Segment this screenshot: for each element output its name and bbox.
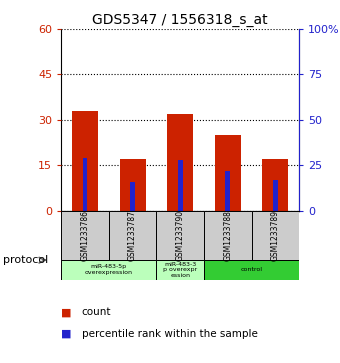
Bar: [156, 211, 204, 260]
Bar: [83, 158, 87, 211]
Bar: [130, 182, 135, 211]
Bar: [167, 114, 193, 211]
Text: GSM1233790: GSM1233790: [176, 210, 185, 261]
Title: GDS5347 / 1556318_s_at: GDS5347 / 1556318_s_at: [92, 13, 268, 26]
Bar: [225, 171, 230, 211]
Bar: [262, 159, 288, 211]
Bar: [109, 211, 156, 260]
Text: GSM1233787: GSM1233787: [128, 210, 137, 261]
Text: control: control: [241, 268, 262, 272]
Text: GSM1233786: GSM1233786: [81, 210, 89, 261]
Bar: [61, 211, 109, 260]
Text: percentile rank within the sample: percentile rank within the sample: [82, 329, 257, 339]
Bar: [61, 260, 156, 280]
Text: ■: ■: [61, 307, 72, 317]
Bar: [273, 180, 278, 211]
Bar: [120, 159, 146, 211]
Bar: [178, 160, 183, 211]
Bar: [215, 135, 241, 211]
Text: miR-483-3
p overexpr
ession: miR-483-3 p overexpr ession: [163, 262, 197, 278]
Text: miR-483-5p
overexpression: miR-483-5p overexpression: [85, 265, 133, 275]
Bar: [156, 260, 204, 280]
Text: GSM1233788: GSM1233788: [223, 210, 232, 261]
Text: ■: ■: [61, 329, 72, 339]
Text: GSM1233789: GSM1233789: [271, 210, 280, 261]
Bar: [252, 211, 299, 260]
Text: count: count: [82, 307, 111, 317]
Text: protocol: protocol: [3, 255, 49, 265]
Bar: [204, 211, 252, 260]
Bar: [204, 260, 299, 280]
Bar: [72, 111, 98, 211]
